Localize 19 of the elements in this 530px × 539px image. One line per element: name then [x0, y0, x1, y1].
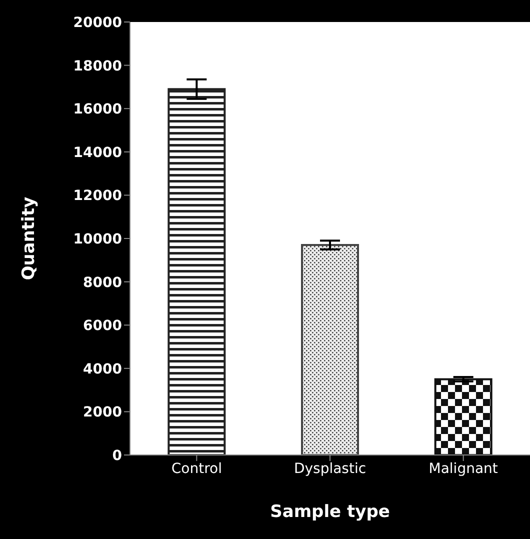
y-tick-label: 6000 — [83, 318, 122, 334]
bar — [301, 244, 359, 455]
x-tick-label: Malignant — [428, 460, 498, 477]
x-tick-label: Dysplastic — [294, 460, 366, 477]
y-tick-label: 2000 — [83, 404, 122, 421]
y-tick-label: 4000 — [83, 361, 122, 378]
y-tick-label: 14000 — [73, 144, 122, 161]
y-tick-label: 12000 — [73, 188, 122, 204]
x-tick-label: Control — [171, 460, 222, 477]
bar — [434, 378, 492, 455]
y-tick-label: 10000 — [73, 231, 122, 248]
y-tick-label: 16000 — [73, 102, 122, 118]
y-tick-label: 18000 — [73, 58, 122, 74]
x-axis-title: Sample type — [270, 502, 390, 522]
y-tick-label: 0 — [112, 448, 122, 464]
y-axis-title: Quantity — [19, 196, 40, 280]
bar — [168, 88, 226, 455]
y-tick-label: 8000 — [83, 274, 122, 291]
y-tick-label: 20000 — [73, 14, 122, 31]
